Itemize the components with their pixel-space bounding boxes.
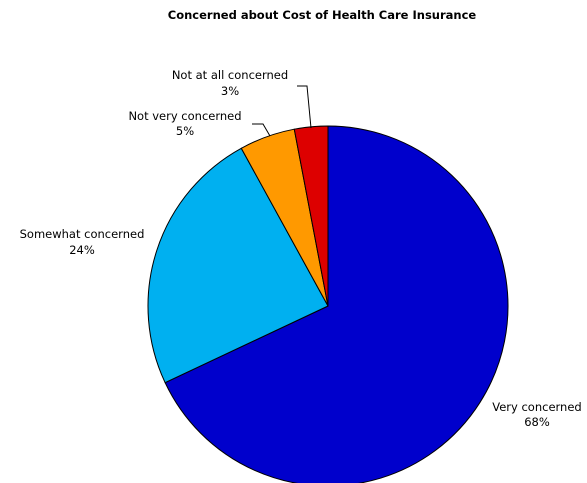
- leader-line-not-at-all-concerned: [297, 85, 312, 129]
- slice-label-very-concerned: Very concerned: [492, 400, 581, 414]
- leader-line-not-very-concerned: [252, 123, 271, 137]
- pie-slice-somewhat-concerned: [147, 147, 329, 384]
- pie-slice-very-concerned: [164, 125, 509, 483]
- slice-value-very-concerned: 68%: [524, 415, 550, 429]
- leader-lines: [252, 85, 312, 137]
- slice-value-not-at-all-concerned: 3%: [221, 84, 239, 98]
- slice-value-not-very-concerned: 5%: [176, 124, 194, 138]
- pie-slices: [147, 125, 509, 483]
- slice-label-somewhat-concerned: Somewhat concerned: [20, 227, 145, 241]
- slice-value-somewhat-concerned: 24%: [69, 243, 95, 257]
- chart-title: Concerned about Cost of Health Care Insu…: [168, 8, 477, 22]
- slice-label-not-at-all-concerned: Not at all concerned: [172, 68, 288, 82]
- slice-label-not-very-concerned: Not very concerned: [128, 109, 241, 123]
